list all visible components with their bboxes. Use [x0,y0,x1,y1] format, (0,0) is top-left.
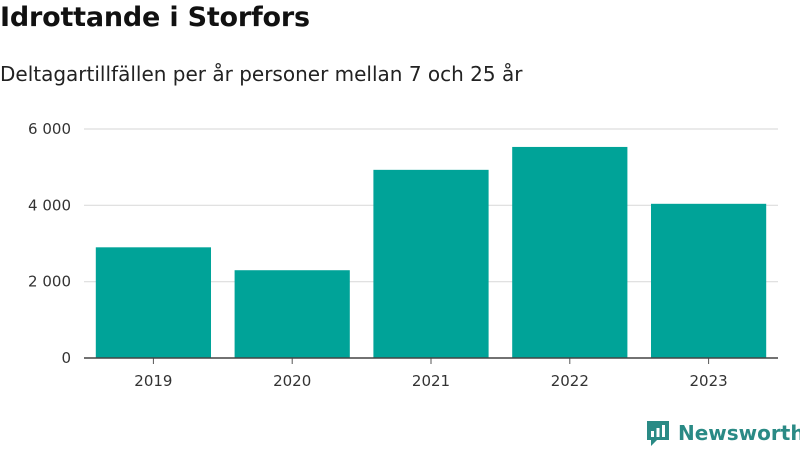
y-axis-ticks: 0 2 000 4 000 6 000 [28,120,71,367]
y-tick-label: 6 000 [28,120,71,138]
x-tick-label: 2023 [690,372,728,390]
bar [234,270,350,358]
chart-title: Idrottande i Storfors [0,2,310,33]
x-tick-label: 2021 [412,372,450,390]
brand: Newsworthy [645,419,800,447]
y-tick-label: 0 [61,349,71,367]
x-tick-label: 2022 [551,372,589,390]
bar [95,247,212,358]
x-tick-label: 2019 [134,372,172,390]
y-tick-label: 4 000 [28,196,71,214]
brand-name: Newsworthy [678,421,800,445]
newsworthy-logo-icon [647,421,669,446]
bar [650,203,767,358]
bar [373,169,489,358]
y-tick-label: 2 000 [28,273,71,291]
x-axis-ticks: 2019 2020 2021 2022 2023 [134,358,728,390]
chart-subtitle: Deltagartillfällen per år personer mella… [0,62,523,86]
bar [512,146,628,358]
bars [95,146,767,358]
x-tick-label: 2020 [273,372,311,390]
